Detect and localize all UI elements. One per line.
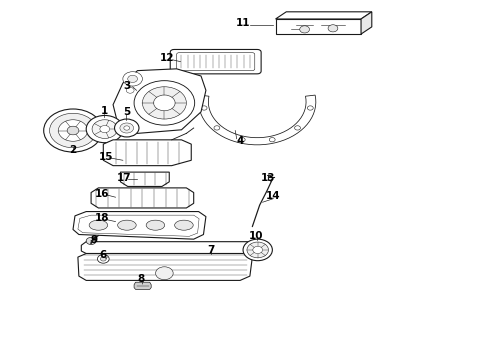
- Text: 13: 13: [261, 173, 276, 183]
- Circle shape: [154, 95, 175, 111]
- Text: 6: 6: [99, 250, 107, 260]
- Polygon shape: [198, 95, 316, 145]
- Circle shape: [126, 87, 134, 93]
- Circle shape: [143, 87, 186, 119]
- Text: 8: 8: [137, 274, 145, 284]
- Polygon shape: [113, 69, 206, 134]
- Circle shape: [134, 81, 195, 125]
- Text: 15: 15: [98, 152, 113, 162]
- Circle shape: [92, 120, 118, 138]
- Circle shape: [100, 126, 110, 133]
- Text: 4: 4: [237, 136, 244, 146]
- Polygon shape: [78, 253, 252, 280]
- Circle shape: [328, 25, 338, 32]
- Circle shape: [98, 255, 109, 263]
- Text: 11: 11: [236, 18, 251, 28]
- Circle shape: [307, 106, 313, 110]
- FancyBboxPatch shape: [176, 53, 255, 71]
- Text: 16: 16: [95, 189, 110, 199]
- Circle shape: [86, 237, 96, 244]
- Circle shape: [100, 257, 106, 261]
- Circle shape: [123, 72, 143, 86]
- Polygon shape: [103, 140, 191, 166]
- Polygon shape: [91, 188, 194, 208]
- Circle shape: [300, 26, 310, 33]
- Circle shape: [115, 119, 139, 137]
- Circle shape: [124, 126, 130, 130]
- Circle shape: [214, 126, 220, 130]
- Circle shape: [86, 116, 123, 143]
- FancyBboxPatch shape: [170, 49, 261, 74]
- Text: 14: 14: [266, 191, 281, 201]
- Circle shape: [67, 126, 79, 135]
- Text: 18: 18: [95, 213, 109, 223]
- Circle shape: [128, 75, 138, 82]
- Circle shape: [126, 80, 134, 86]
- Text: 5: 5: [123, 107, 130, 117]
- Circle shape: [253, 246, 263, 253]
- Polygon shape: [121, 172, 169, 186]
- Circle shape: [201, 106, 207, 110]
- Circle shape: [49, 113, 97, 148]
- Text: 1: 1: [100, 106, 108, 116]
- Circle shape: [247, 242, 269, 258]
- Ellipse shape: [118, 220, 136, 230]
- Text: 2: 2: [70, 145, 76, 155]
- Polygon shape: [275, 19, 361, 34]
- Text: 17: 17: [117, 173, 131, 183]
- Circle shape: [243, 239, 272, 261]
- Ellipse shape: [174, 220, 193, 230]
- Circle shape: [126, 73, 134, 79]
- Text: 10: 10: [248, 231, 263, 240]
- Circle shape: [44, 109, 102, 152]
- Text: 7: 7: [207, 244, 215, 255]
- Circle shape: [270, 138, 275, 142]
- Circle shape: [156, 267, 173, 280]
- Polygon shape: [73, 212, 206, 239]
- Text: 9: 9: [91, 234, 98, 244]
- Text: 3: 3: [123, 81, 130, 91]
- Polygon shape: [275, 12, 372, 19]
- Circle shape: [58, 120, 88, 141]
- Ellipse shape: [89, 220, 108, 230]
- Circle shape: [239, 138, 245, 142]
- Circle shape: [120, 123, 134, 133]
- Text: 12: 12: [160, 53, 174, 63]
- Polygon shape: [81, 242, 252, 253]
- Polygon shape: [134, 282, 151, 289]
- Circle shape: [294, 126, 300, 130]
- Polygon shape: [361, 12, 372, 34]
- Ellipse shape: [146, 220, 165, 230]
